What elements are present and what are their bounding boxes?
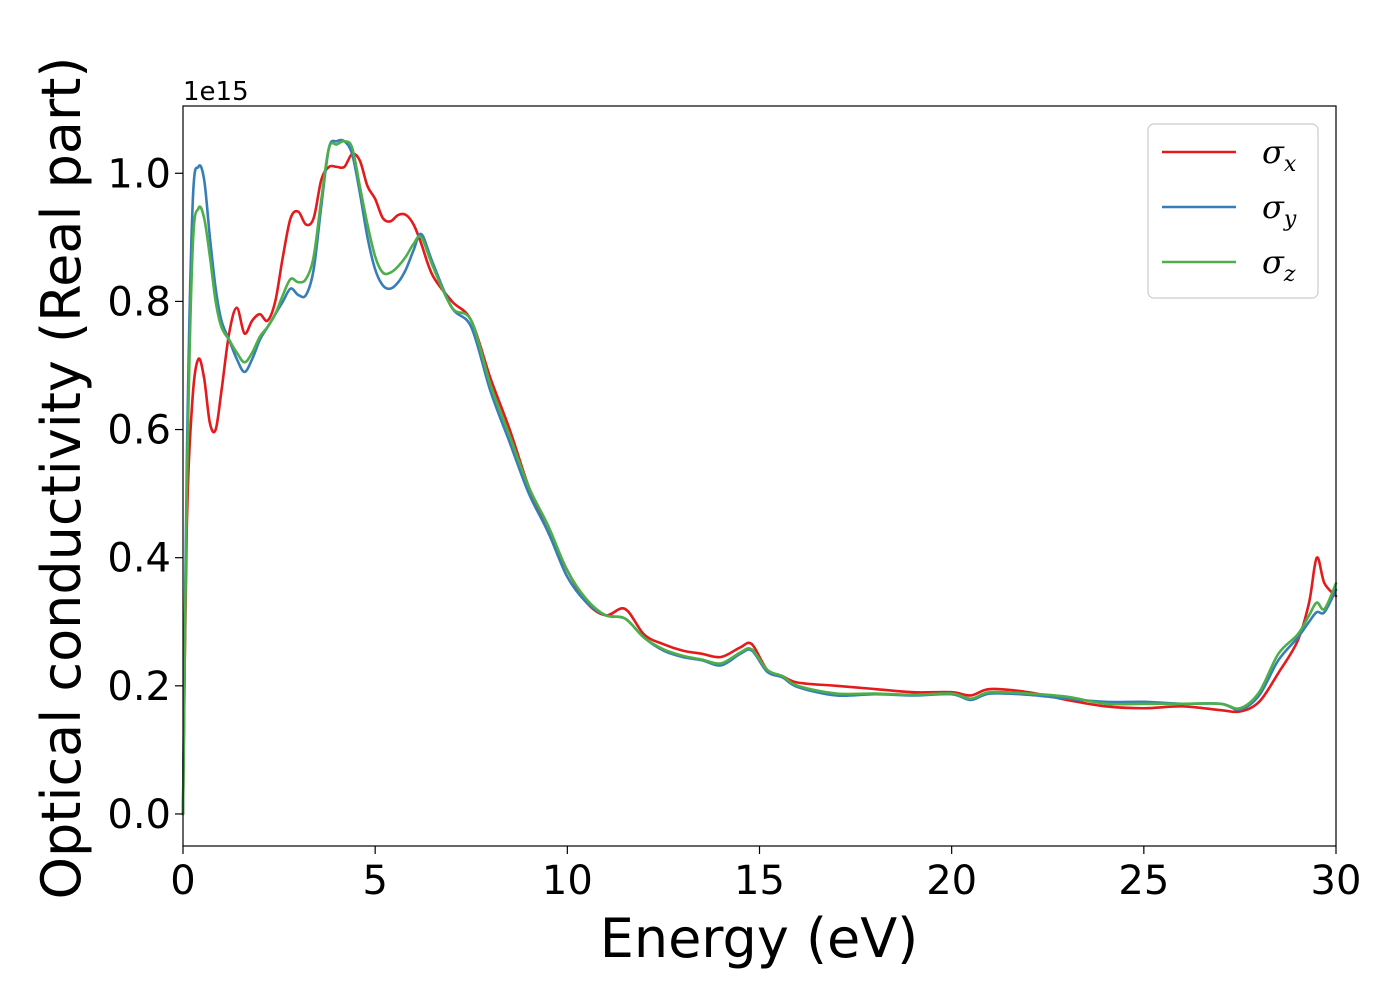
y-tick-label: 0.8 [107, 279, 171, 325]
x-axis-ticks: 0 5 10 15 20 25 30 [170, 846, 1361, 904]
y-axis-title: Optical conductivity (Real part) [30, 57, 93, 900]
legend-subscript: y [1283, 207, 1297, 232]
x-tick-label: 15 [734, 858, 785, 904]
x-tick-label: 30 [1311, 858, 1362, 904]
x-tick-label: 20 [926, 858, 977, 904]
series-layer [181, 138, 1338, 816]
x-axis-title: Energy (eV) [600, 907, 919, 970]
x-tick-label: 0 [170, 858, 195, 904]
legend-symbol: σ [1262, 133, 1285, 171]
legend-symbol: σ [1262, 188, 1285, 226]
legend-label-y: σy [1262, 188, 1297, 232]
series-line-y [181, 138, 1338, 816]
y-tick-label: 1.0 [107, 151, 171, 197]
legend-symbol: σ [1262, 243, 1285, 281]
legend-subscript: z [1283, 262, 1296, 287]
legend-subscript: x [1284, 152, 1297, 177]
y-tick-label: 0.4 [107, 536, 171, 582]
x-tick-label: 25 [1118, 858, 1169, 904]
x-tick-label: 5 [362, 858, 387, 904]
y-tick-label: 0.0 [107, 792, 171, 838]
y-axis-ticks: 0.0 0.2 0.4 0.6 0.8 1.0 [107, 151, 183, 838]
y-tick-label: 0.6 [107, 408, 171, 454]
legend-label-x: σx [1262, 133, 1297, 177]
legend-label-z: σz [1262, 243, 1296, 287]
y-axis-offset-label: 1e15 [183, 77, 249, 107]
legend-box [1147, 123, 1319, 299]
x-tick-label: 10 [542, 858, 593, 904]
y-tick-label: 0.2 [107, 664, 171, 710]
series-line-z [181, 139, 1338, 816]
